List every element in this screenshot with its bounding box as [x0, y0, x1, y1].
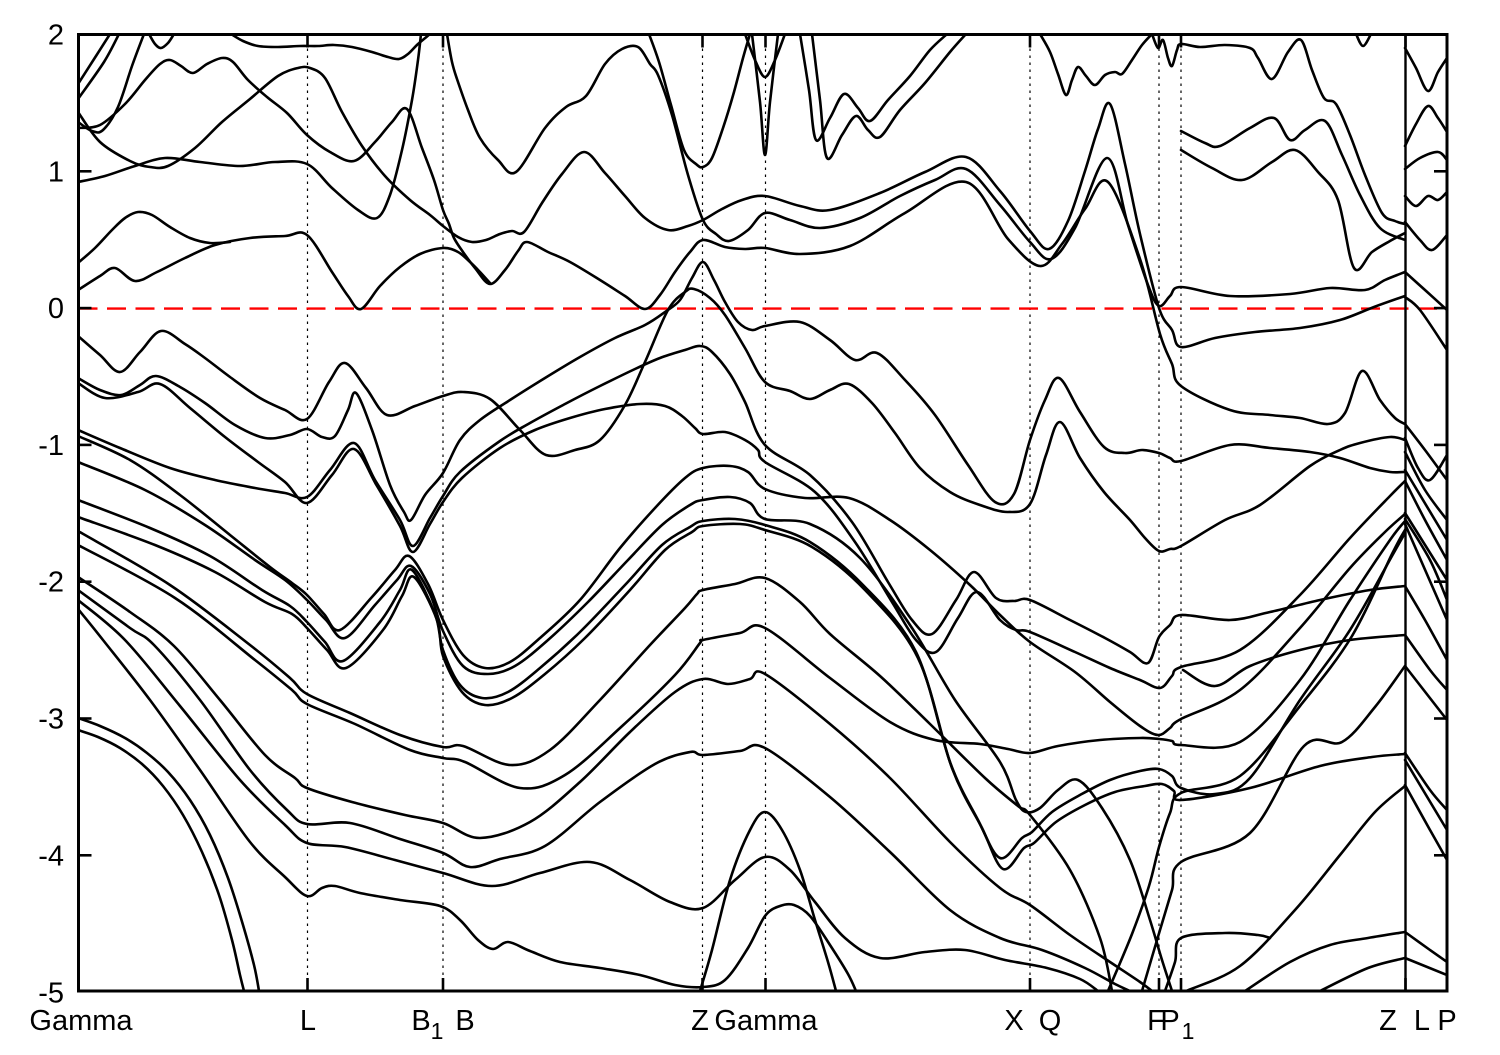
svg-text:L: L [1414, 1005, 1430, 1037]
svg-text:1: 1 [48, 156, 64, 188]
svg-text:Q: Q [1039, 1005, 1062, 1037]
svg-text:X: X [1004, 1005, 1023, 1037]
svg-text:B: B [455, 1005, 474, 1037]
svg-text:-3: -3 [38, 704, 64, 736]
svg-text:-1: -1 [38, 430, 64, 462]
svg-text:-5: -5 [38, 978, 64, 1010]
svg-text:Z: Z [1379, 1005, 1397, 1037]
svg-text:-4: -4 [38, 840, 64, 872]
svg-text:L: L [300, 1005, 316, 1037]
svg-text:P: P [1160, 1005, 1179, 1037]
svg-text:Z: Z [691, 1005, 709, 1037]
svg-text:2: 2 [48, 20, 64, 52]
svg-text:P: P [1437, 1005, 1456, 1037]
svg-text:Gamma: Gamma [29, 1005, 133, 1037]
svg-text:Gamma: Gamma [714, 1005, 818, 1037]
svg-text:-2: -2 [38, 567, 64, 599]
svg-text:B: B [411, 1005, 430, 1037]
svg-text:1: 1 [1182, 1018, 1195, 1044]
svg-text:F: F [1147, 1005, 1165, 1037]
svg-text:0: 0 [48, 293, 64, 325]
svg-text:1: 1 [431, 1018, 444, 1044]
